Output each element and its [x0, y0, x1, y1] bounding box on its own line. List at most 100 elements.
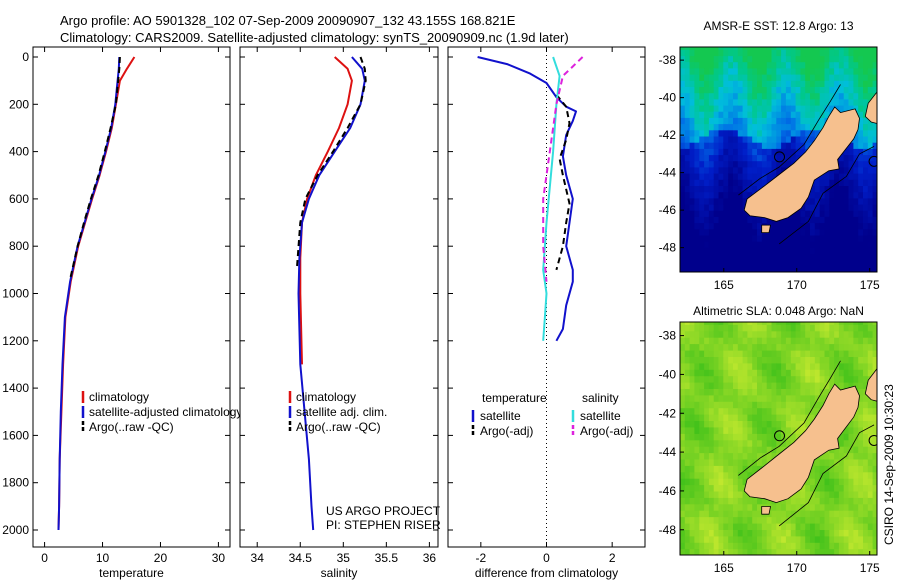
map-cell: [853, 49, 859, 57]
map-cell: [805, 222, 811, 230]
map-cell: [713, 503, 720, 511]
map-cell: [776, 265, 782, 272]
map-cell: [708, 433, 715, 441]
map-cell: [819, 259, 826, 267]
map-cell: [776, 523, 782, 530]
map-cell: [853, 414, 859, 421]
map-cell: [752, 337, 758, 345]
x-axis-label: difference from climatology: [475, 566, 618, 580]
map-cell: [742, 337, 748, 345]
map-cell: [848, 478, 854, 486]
map-cell: [795, 55, 801, 63]
map-cell: [718, 47, 724, 50]
map-cell: [689, 535, 695, 543]
series-line: [542, 56, 561, 341]
map-cell: [694, 222, 700, 230]
map-cell: [723, 111, 729, 118]
map-cell: [708, 222, 715, 230]
argo-position-marker: [774, 430, 786, 442]
map-cell: [766, 111, 773, 118]
map-cell: [699, 92, 705, 100]
map-cell: [704, 148, 710, 156]
map-cell: [694, 548, 700, 555]
map-cell: [872, 166, 877, 174]
map-cell: [761, 458, 768, 466]
map-cell: [737, 516, 744, 524]
map-cell: [733, 228, 739, 236]
map-cell: [680, 523, 686, 530]
map-cell: [776, 420, 782, 428]
map-cell: [800, 259, 806, 267]
map-cell: [680, 490, 686, 498]
map-cell: [694, 523, 700, 530]
map-cell: [728, 185, 734, 193]
map-cell: [766, 123, 773, 131]
map-cell: [704, 446, 710, 454]
map-cell: [858, 407, 864, 415]
map-cell: [790, 61, 797, 69]
map-cell: [858, 265, 864, 272]
map-cell: [699, 265, 705, 272]
map-cell: [699, 343, 705, 351]
map-cell: [800, 426, 806, 434]
map-cell: [733, 241, 739, 248]
map-cell: [824, 111, 830, 118]
map-cell: [708, 407, 715, 415]
map-cell: [766, 394, 773, 402]
map-cell: [708, 523, 715, 530]
map-cell: [680, 222, 686, 230]
map-cell: [737, 529, 744, 537]
map-cell: [694, 439, 700, 447]
map-cell: [834, 548, 840, 555]
map-cell: [689, 369, 695, 377]
map-cell: [684, 548, 691, 555]
map-cell: [810, 74, 816, 81]
map-cell: [742, 234, 748, 242]
stewart-island: [761, 224, 771, 234]
map-cell: [737, 369, 744, 377]
map-cell: [752, 535, 758, 543]
map-cell: [834, 173, 840, 180]
map-cell: [699, 117, 705, 125]
map-cell: [829, 241, 835, 248]
map-cell: [747, 439, 753, 447]
map-cell: [747, 523, 753, 530]
map-cell: [704, 433, 710, 441]
map-cell: [843, 510, 850, 518]
map-cell: [757, 265, 763, 272]
map-cell: [795, 92, 801, 100]
map-cell: [708, 324, 715, 332]
map-cell: [824, 350, 830, 357]
map-cell: [713, 542, 720, 550]
map-cell: [829, 47, 835, 50]
map-cell: [872, 529, 877, 537]
map-cell: [863, 446, 869, 454]
map-cell: [810, 523, 816, 530]
map-cell: [761, 216, 768, 224]
map-cell: [723, 80, 729, 87]
map-cell: [718, 98, 724, 106]
map-cell: [858, 490, 864, 498]
map-cell: [742, 471, 748, 479]
map-cell: [848, 343, 854, 351]
map-cell: [757, 324, 763, 332]
map-cell: [867, 265, 874, 272]
map-cell: [694, 542, 700, 550]
map-cell: [867, 166, 874, 174]
map-cell: [790, 535, 797, 543]
map-cell: [737, 61, 744, 69]
map-cell: [728, 135, 734, 143]
map-cell: [848, 166, 854, 174]
map-cell: [757, 67, 763, 75]
map-cell: [805, 478, 811, 486]
map-cell: [858, 228, 864, 236]
map-cell: [718, 117, 724, 125]
map-cell: [829, 247, 835, 255]
map-cell: [863, 420, 869, 428]
map-cell: [718, 471, 724, 479]
north-island: [864, 91, 877, 124]
map-cell: [785, 228, 792, 236]
map-cell: [766, 426, 773, 434]
map-cell: [766, 388, 773, 396]
map-cell: [853, 210, 859, 217]
